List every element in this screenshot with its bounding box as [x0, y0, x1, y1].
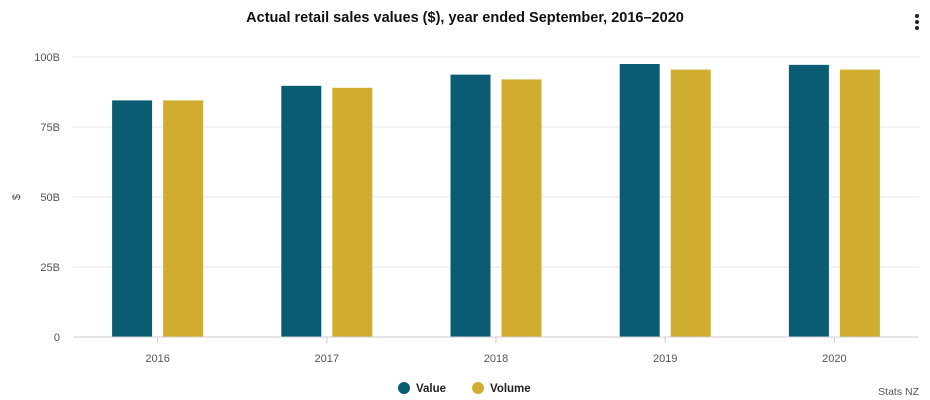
credit-text: Stats NZ [878, 386, 919, 398]
y-tick-label: 0 [54, 332, 60, 344]
y-tick-label: 75B [40, 122, 60, 134]
bar-value-2018[interactable] [450, 74, 491, 337]
x-tick-label: 2018 [484, 353, 508, 365]
bar-volume-2017[interactable] [332, 87, 373, 337]
y-tick-label: 100B [34, 52, 60, 64]
grid-lines [73, 56, 919, 268]
bars [112, 64, 880, 338]
x-tick-label: 2017 [315, 353, 339, 365]
x-tick-label: 2019 [653, 353, 677, 365]
y-tick-label: 25B [40, 262, 60, 274]
legend-marker-value [398, 382, 410, 394]
legend-label-volume: Volume [490, 383, 531, 395]
y-axis-label: $ [11, 194, 23, 200]
bar-value-2016[interactable] [112, 100, 153, 338]
x-axis-ticks: 2016 2017 2018 2019 2020 [145, 337, 847, 365]
legend-item-value[interactable]: Value [398, 382, 446, 395]
chart-menu-button[interactable] [908, 10, 926, 34]
kebab-menu-icon [915, 14, 919, 30]
bar-volume-2016[interactable] [163, 100, 204, 338]
legend-label-value: Value [416, 383, 446, 395]
bar-value-2019[interactable] [619, 64, 660, 337]
bar-value-2017[interactable] [281, 85, 322, 337]
bar-volume-2020[interactable] [839, 69, 880, 337]
x-tick-label: 2016 [145, 353, 169, 365]
y-tick-label: 50B [40, 192, 60, 204]
x-tick-label: 2020 [822, 353, 846, 365]
legend: Value Volume [398, 382, 531, 395]
bar-value-2020[interactable] [788, 64, 829, 337]
bar-volume-2019[interactable] [670, 69, 711, 337]
chart-title: Actual retail sales values ($), year end… [246, 10, 684, 26]
legend-item-volume[interactable]: Volume [472, 382, 531, 395]
bar-volume-2018[interactable] [501, 79, 542, 338]
legend-marker-volume [472, 382, 484, 394]
y-axis-ticks: 0 25B 50B 75B 100B [34, 52, 60, 344]
